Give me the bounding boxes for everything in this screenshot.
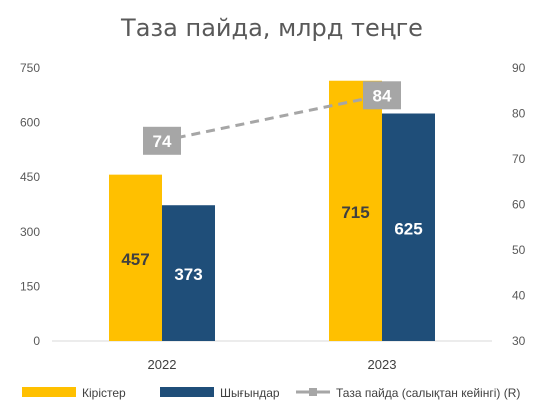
legend-swatch	[160, 387, 214, 397]
bar	[382, 113, 435, 341]
category-label: 2022	[148, 357, 177, 372]
left-tick-label: 300	[20, 225, 40, 239]
right-tick-label: 30	[512, 334, 526, 348]
legend-label: Кірістер	[82, 386, 126, 400]
bar	[162, 205, 215, 341]
left-tick-label: 150	[20, 279, 40, 293]
right-tick-label: 90	[512, 61, 526, 75]
legend: Кірістер Шығындар Таза пайда (салықтан кей…	[22, 386, 520, 400]
line-point-label: 84	[373, 86, 392, 105]
line-series-path	[161, 93, 383, 143]
legend-label: Таза пайда (салықтан кейінгі) (R)	[336, 386, 520, 400]
right-tick-label: 50	[512, 243, 526, 257]
chart-title: Таза пайда, млрд теңге	[120, 14, 423, 42]
left-axis: 0 150 300 450 600 750	[20, 61, 40, 348]
legend-swatch	[22, 387, 76, 397]
legend-label: Шығындар	[220, 386, 280, 400]
legend-marker	[309, 388, 317, 396]
bar-value-label: 457	[121, 250, 149, 269]
right-tick-label: 70	[512, 152, 526, 166]
left-tick-label: 750	[20, 61, 40, 75]
bar	[329, 80, 382, 342]
x-axis: 2022 2023	[148, 357, 397, 372]
bars: 457 373 715 625	[109, 80, 435, 342]
left-tick-label: 450	[20, 170, 40, 184]
line-point-label-box	[363, 81, 401, 110]
line-point-label: 74	[153, 132, 172, 151]
right-axis: 30 40 50 60 70 80 90	[512, 61, 526, 348]
line-point-label-box	[143, 126, 181, 155]
bar-value-label: 373	[174, 265, 202, 284]
bar-value-label: 625	[394, 219, 422, 238]
left-tick-label: 0	[33, 334, 40, 348]
right-tick-label: 40	[512, 289, 526, 303]
bar-value-label: 715	[341, 203, 369, 222]
bar	[109, 174, 162, 341]
left-tick-label: 600	[20, 116, 40, 130]
line-series: 74 84	[143, 81, 401, 155]
right-tick-label: 60	[512, 198, 526, 212]
right-tick-label: 80	[512, 107, 526, 121]
category-label: 2023	[368, 357, 397, 372]
